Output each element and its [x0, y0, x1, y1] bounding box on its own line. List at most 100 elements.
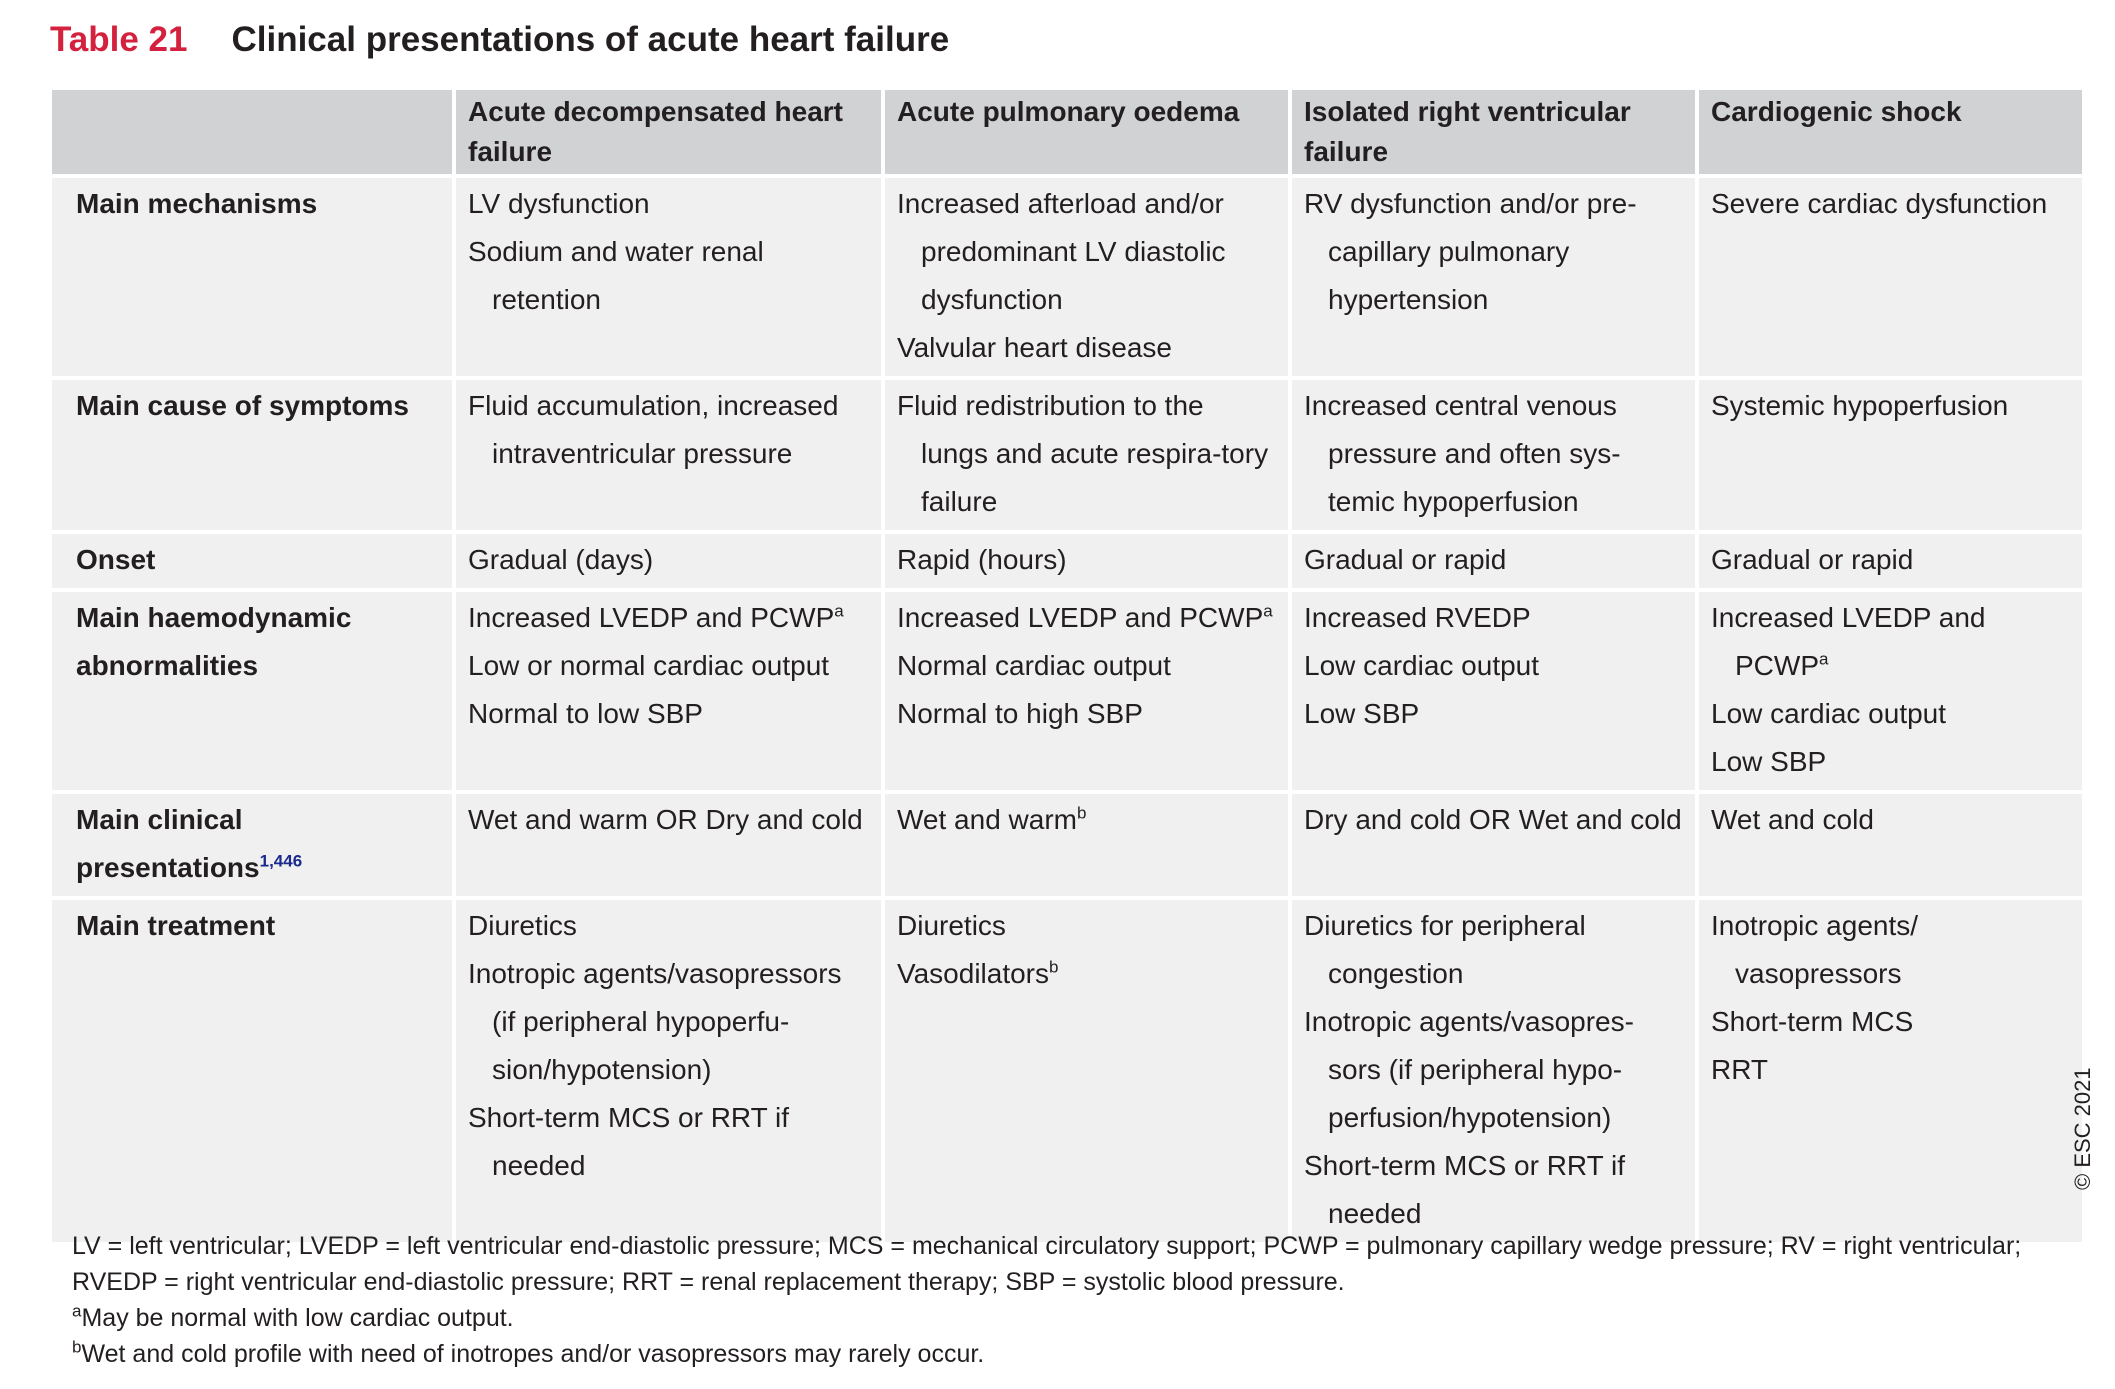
- text: Wet and warm: [897, 804, 1077, 835]
- table-cell: Gradual (days): [456, 534, 881, 588]
- cell-line: Normal to high SBP: [897, 690, 1276, 738]
- footnote: bWet and cold profile with need of inotr…: [72, 1336, 2062, 1372]
- text: Gradual or rapid: [1711, 544, 1914, 575]
- text: Increased LVEDP and PCWP: [468, 602, 835, 633]
- row-label: Onset: [52, 534, 452, 588]
- cell-line: Gradual or rapid: [1711, 536, 2070, 584]
- text: Fluid redistribution to the lungs and ac…: [897, 390, 1269, 517]
- cell-line: Low or normal cardiac output: [468, 642, 869, 690]
- text: Increased LVEDP and PCWP: [1711, 602, 1986, 681]
- text: Valvular heart disease: [897, 332, 1172, 363]
- text: RV dysfunction and/or pre-capillary pulm…: [1304, 188, 1637, 315]
- superscript: a: [1263, 601, 1273, 621]
- text: RRT: [1711, 1054, 1769, 1085]
- text: Low SBP: [1711, 746, 1827, 777]
- text: Main mechanisms: [76, 188, 318, 219]
- text: Inotropic agents/vasopres-sors (if perip…: [1304, 1006, 1634, 1133]
- table-cell: Increased LVEDP and PCWPa Low or normal c…: [456, 592, 881, 790]
- text: Vasodilators: [897, 958, 1050, 989]
- footnotes: LV = left ventricular; LVEDP = left vent…: [72, 1228, 2062, 1372]
- cell-line: Gradual (days): [468, 536, 869, 584]
- text: Inotropic agents/ vasopressors: [1711, 910, 1919, 989]
- cell-line: Inotropic agents/vasopressors (if periph…: [468, 950, 869, 1094]
- table-row: Main cause of symptoms Fluid accumulation…: [52, 380, 2082, 530]
- superscript: a: [1819, 649, 1829, 669]
- text: Onset: [76, 544, 156, 575]
- text: Normal to low SBP: [468, 698, 703, 729]
- text: Fluid accumulation, increased intraventr…: [468, 390, 839, 469]
- table-cell: Gradual or rapid: [1699, 534, 2082, 588]
- text: Rapid (hours): [897, 544, 1067, 575]
- table-cell: Fluid accumulation, increased intraventr…: [456, 380, 881, 530]
- row-label: Main clinical presentations1,446: [52, 794, 452, 896]
- corner-cell: [52, 90, 452, 174]
- table-cell: RV dysfunction and/or pre-capillary pulm…: [1292, 178, 1695, 376]
- cell-line: Low SBP: [1711, 738, 2070, 786]
- text: Increased afterload and/or predominant L…: [897, 188, 1226, 315]
- text: Severe cardiac dysfunction: [1711, 188, 2048, 219]
- text: Low SBP: [1304, 698, 1420, 729]
- text: Main haemodynamic abnormalities: [76, 602, 352, 681]
- superscript: 1,446: [259, 851, 303, 871]
- cell-line: RV dysfunction and/or pre-capillary pulm…: [1304, 180, 1683, 324]
- table-cell: Fluid redistribution to the lungs and ac…: [885, 380, 1288, 530]
- text: Diuretics for peripheral congestion: [1304, 910, 1586, 989]
- cell-line: Short-term MCS or RRT if needed: [468, 1094, 869, 1190]
- text: Increased LVEDP and PCWP: [897, 602, 1264, 633]
- text: Low or normal cardiac output: [468, 650, 830, 681]
- superscript: b: [1077, 803, 1087, 823]
- footnote: aMay be normal with low cardiac output.: [72, 1300, 2062, 1336]
- text: Increased RVEDP: [1304, 602, 1531, 633]
- text: Gradual or rapid: [1304, 544, 1507, 575]
- text: Short-term MCS: [1711, 1006, 1914, 1037]
- cell-line: Inotropic agents/vasopres-sors (if perip…: [1304, 998, 1683, 1142]
- cell-line: Fluid accumulation, increased intraventr…: [468, 382, 869, 478]
- text: Diuretics: [468, 910, 577, 941]
- cell-line: Normal cardiac output: [897, 642, 1276, 690]
- cell-line: RRT: [1711, 1046, 2070, 1094]
- row-label: Main treatment: [52, 900, 452, 1242]
- table-cell: Diuretics for peripheral congestion Inotr…: [1292, 900, 1695, 1242]
- table-cell: Increased LVEDP and PCWPa Low cardiac out…: [1699, 592, 2082, 790]
- cell-line: Severe cardiac dysfunction: [1711, 180, 2070, 228]
- copyright: © ESC 2021: [2070, 1067, 2095, 1190]
- cell-line: Diuretics: [897, 902, 1276, 950]
- text: Systemic hypoperfusion: [1711, 390, 2009, 421]
- cell-line: Fluid redistribution to the lungs and ac…: [897, 382, 1276, 526]
- table: Acute decompensated heart failure Acute p…: [48, 86, 2086, 1246]
- table-row: Main haemodynamic abnormalities Increased…: [52, 592, 2082, 790]
- table-cell: LV dysfunction Sodium and water renal ret…: [456, 178, 881, 376]
- abbreviations: LV = left ventricular; LVEDP = left vent…: [72, 1232, 2022, 1296]
- cell-line: Wet and cold: [1711, 796, 2070, 844]
- cell-line: Valvular heart disease: [897, 324, 1276, 372]
- table-cell: Increased LVEDP and PCWPa Normal cardiac …: [885, 592, 1288, 790]
- cell-line: Short-term MCS or RRT if needed: [1304, 1142, 1683, 1238]
- cell-line: Increased LVEDP and PCWPa: [897, 594, 1276, 642]
- column-header: Acute pulmonary oedema: [885, 90, 1288, 174]
- footnote-mark: a: [72, 1301, 82, 1321]
- table-cell: Increased RVEDP Low cardiac output Low SBP: [1292, 592, 1695, 790]
- footnote-text: Wet and cold profile with need of inotro…: [81, 1340, 985, 1368]
- table-cell: Wet and cold: [1699, 794, 2082, 896]
- table-cell: Gradual or rapid: [1292, 534, 1695, 588]
- column-header: Isolated right ventricular failure: [1292, 90, 1695, 174]
- cell-line: Systemic hypoperfusion: [1711, 382, 2070, 430]
- cell-line: Low cardiac output: [1304, 642, 1683, 690]
- cell-line: Increased afterload and/or predominant L…: [897, 180, 1276, 324]
- cell-line: Diuretics for peripheral congestion: [1304, 902, 1683, 998]
- cell-line: Rapid (hours): [897, 536, 1276, 584]
- text: Short-term MCS or RRT if needed: [468, 1102, 790, 1181]
- text: Low cardiac output: [1711, 698, 1947, 729]
- cell-line: Low cardiac output: [1711, 690, 2070, 738]
- cell-line: Wet and warm OR Dry and cold: [468, 796, 869, 844]
- cell-line: LV dysfunction: [468, 180, 869, 228]
- table-cell: Diuretics Vasodilatorsb: [885, 900, 1288, 1242]
- table-cell: Wet and warmb: [885, 794, 1288, 896]
- table-cell: Increased afterload and/or predominant L…: [885, 178, 1288, 376]
- table-cell: Inotropic agents/ vasopressors Short-term…: [1699, 900, 2082, 1242]
- text: Short-term MCS or RRT if needed: [1304, 1150, 1626, 1229]
- text: Increased central venous pressure and of…: [1304, 390, 1621, 517]
- footnote-mark: b: [72, 1337, 82, 1357]
- table-row: Onset Gradual (days) Rapid (hours) Gradual …: [52, 534, 2082, 588]
- column-header: Cardiogenic shock: [1699, 90, 2082, 174]
